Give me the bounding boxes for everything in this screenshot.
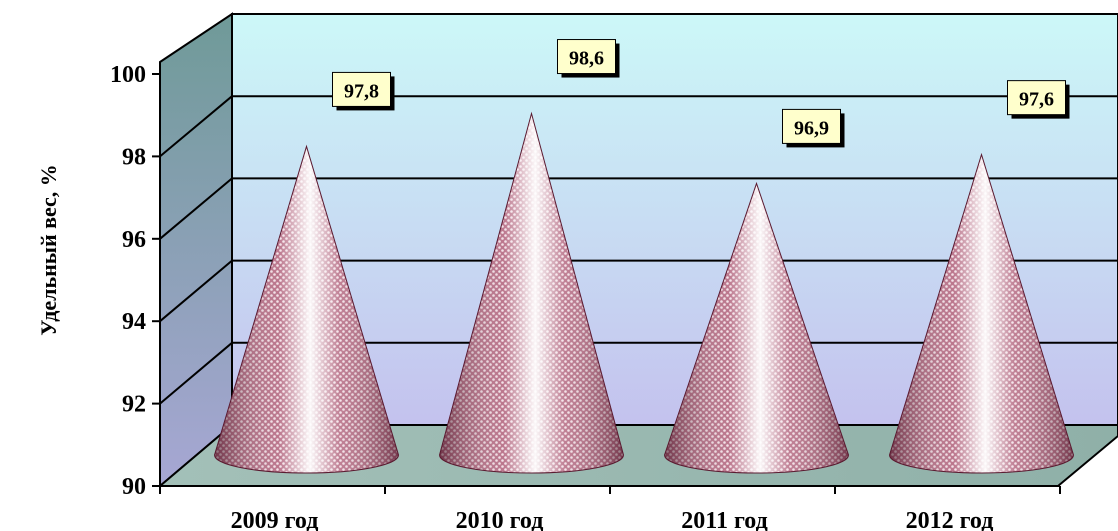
category-label: 2012 год: [906, 508, 994, 531]
y-tick-label: 100: [110, 62, 146, 88]
gridline-side: [159, 259, 233, 322]
y-axis: [152, 73, 1061, 494]
data-label: 97,6: [1007, 80, 1070, 119]
y-tick-label: 94: [122, 309, 146, 335]
y-tick-label: 96: [122, 227, 146, 253]
svg-text:97,8: 97,8: [344, 80, 379, 102]
side-wall: [159, 12, 233, 489]
category-label: 2010 год: [456, 508, 544, 531]
data-label: 97,8: [332, 71, 395, 111]
data-label: 96,9: [782, 108, 845, 148]
cones: [213, 111, 1075, 474]
gridline-side: [159, 342, 233, 405]
svg-text:98,6: 98,6: [569, 48, 604, 70]
gridline-side: [159, 177, 233, 240]
gridline-side: [159, 95, 233, 158]
category-label: 2009 год: [231, 508, 319, 531]
y-tick-label: 92: [122, 392, 146, 418]
cone: [438, 111, 625, 474]
y-tick-labels: 90 92 94 96 98 100: [110, 62, 146, 500]
cone: [663, 181, 850, 474]
svg-text:97,6: 97,6: [1019, 89, 1054, 111]
cone: [888, 152, 1075, 474]
y-tick-label: 90: [122, 474, 146, 500]
svg-text:96,9: 96,9: [794, 117, 829, 139]
cone: [213, 144, 400, 474]
category-labels: 2009 год 2010 год 2011 год 2012 год: [231, 508, 994, 531]
data-labels: 97,8 98,6 96,9 97,6: [332, 39, 1070, 148]
y-tick-label: 98: [122, 144, 146, 170]
data-label: 98,6: [557, 39, 620, 78]
category-label: 2011 год: [681, 508, 767, 531]
y-axis-title: Удельный вес, %: [36, 164, 61, 336]
